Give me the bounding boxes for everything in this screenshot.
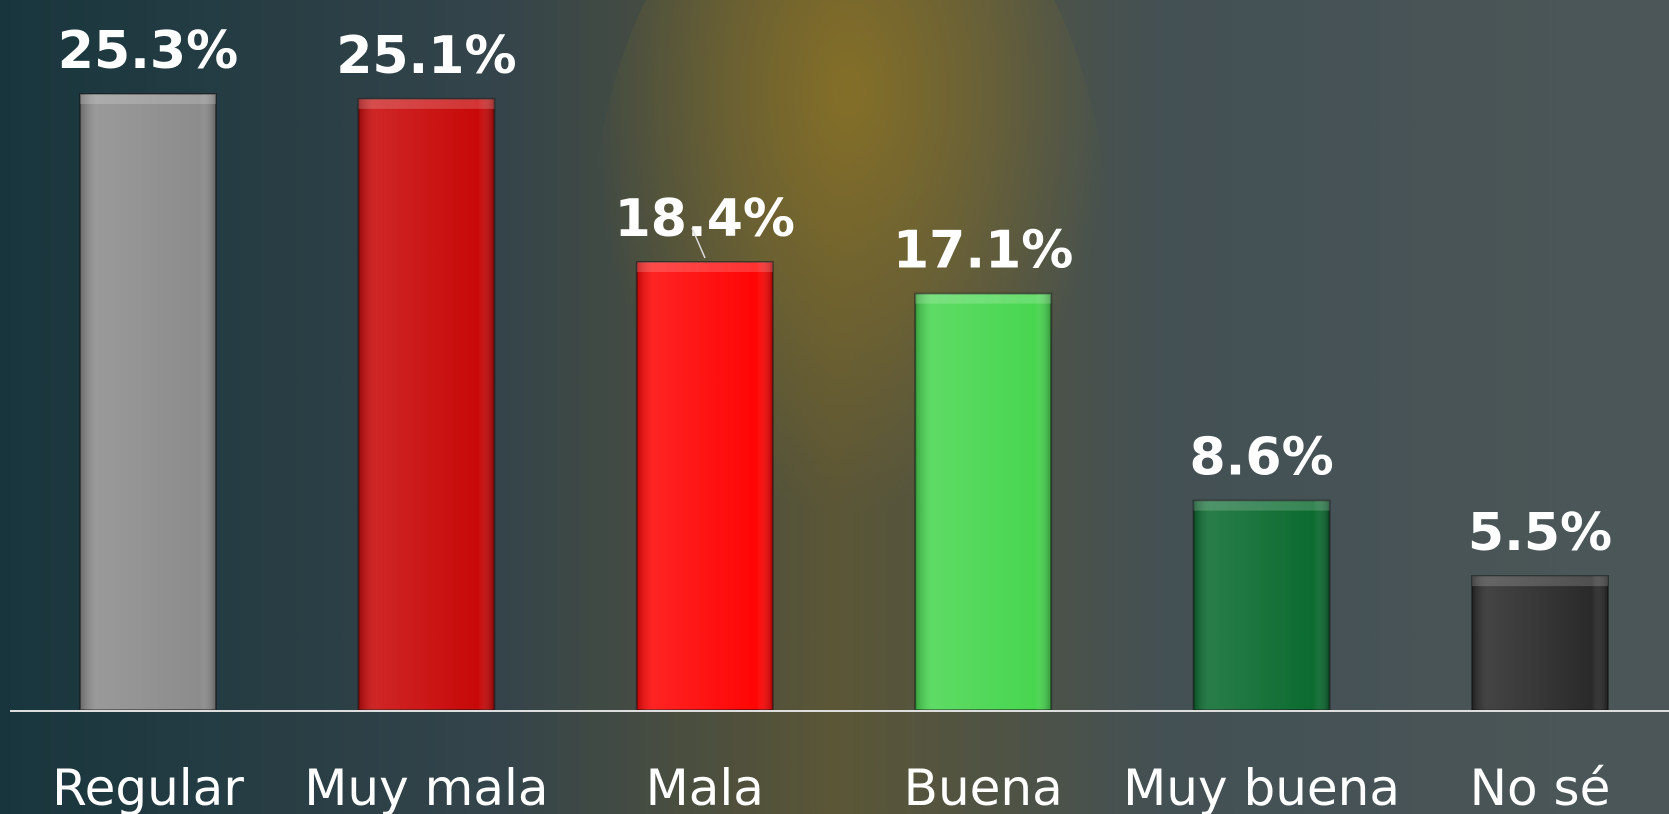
value-label: 25.3%: [58, 21, 238, 81]
bar-bevel: [80, 94, 216, 710]
value-label: 17.1%: [893, 221, 1073, 281]
bar-bevel: [1194, 501, 1330, 710]
x-tick-label: Muy mala: [304, 759, 548, 814]
x-tick-label: Buena: [904, 759, 1063, 814]
value-label: 18.4%: [615, 189, 795, 249]
x-tick-label: No sé: [1470, 759, 1611, 814]
bar-bevel-top: [80, 94, 216, 104]
background-dim: [0, 0, 1669, 814]
x-tick-label: Mala: [646, 759, 764, 814]
bar-bevel-top: [358, 99, 494, 109]
value-label: 5.5%: [1468, 503, 1612, 563]
bar-bevel-top: [915, 294, 1051, 304]
bar-bevel: [915, 294, 1051, 710]
bar-bevel: [358, 99, 494, 710]
value-label: 25.1%: [336, 26, 516, 86]
bar-bevel-top: [1472, 576, 1608, 586]
chart: 25.3% Regular 25.1% Muy mala 18.4% Mala 17.1% B…: [0, 0, 1669, 814]
bar-bevel-top: [1194, 501, 1330, 511]
x-tick-label: Regular: [52, 759, 244, 814]
x-tick-label: Muy buena: [1123, 759, 1400, 814]
bar-bevel: [1472, 576, 1608, 710]
bar-bevel: [637, 262, 773, 710]
bar-bevel-top: [637, 262, 773, 272]
value-label: 8.6%: [1189, 428, 1333, 488]
